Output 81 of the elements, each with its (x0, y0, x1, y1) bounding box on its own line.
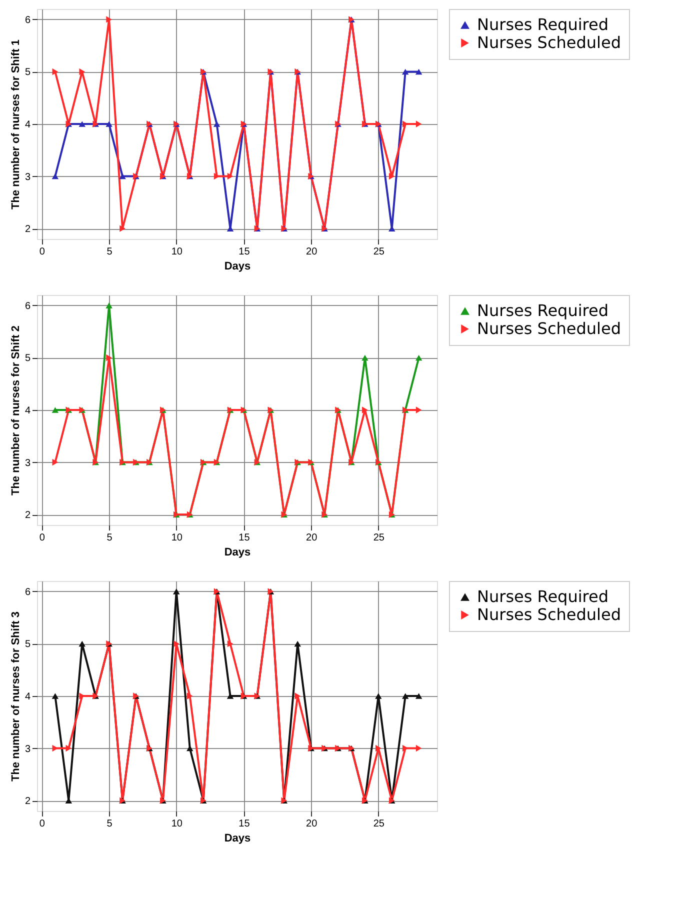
x-tick-label: 10 (171, 532, 183, 544)
legend-label: Nurses Scheduled (477, 319, 621, 338)
x-tick-label: 0 (39, 246, 46, 258)
point (416, 406, 422, 414)
x-tick-label: 10 (171, 246, 183, 258)
point (294, 640, 301, 647)
y-tick-label: 2 (24, 510, 31, 522)
point (106, 121, 112, 127)
point (120, 225, 126, 232)
y-tick-label: 4 (24, 406, 31, 416)
point (52, 693, 59, 699)
y-tick-label: 5 (24, 67, 31, 78)
point (52, 68, 58, 76)
x-tick-label: 20 (306, 818, 318, 830)
legend-label: Nurses Scheduled (477, 605, 621, 624)
x-tick-label: 20 (306, 532, 318, 544)
x-axis-title: Days (224, 260, 251, 272)
point (106, 302, 112, 308)
point (78, 640, 86, 647)
legend-label: Nurses Required (477, 301, 608, 320)
x-tick-label: 15 (238, 246, 250, 258)
point (402, 68, 409, 75)
y-tick-label: 4 (24, 692, 31, 702)
x-tick-label: 0 (39, 532, 46, 544)
point (415, 354, 422, 361)
legend-label: Nurses Required (477, 15, 608, 34)
x-tick-label: 5 (106, 818, 113, 830)
point (388, 172, 395, 180)
y-tick-label: 3 (24, 744, 31, 755)
y-tick-label: 6 (24, 14, 31, 26)
point (106, 354, 112, 362)
legend-label: Nurses Scheduled (477, 33, 621, 52)
y-tick-label: 2 (24, 796, 31, 808)
point (227, 640, 234, 648)
point (402, 693, 409, 699)
point (227, 172, 234, 180)
point (66, 744, 72, 752)
point (362, 354, 368, 361)
point (294, 692, 301, 700)
y-axis-title: The number of nurses for Shift 2 (10, 326, 22, 496)
y-tick-label: 5 (24, 353, 31, 364)
y-tick-label: 3 (24, 172, 31, 183)
y-tick-label: 6 (24, 586, 31, 598)
y-tick-label: 6 (24, 300, 31, 312)
point (52, 458, 58, 466)
x-tick-label: 10 (171, 818, 183, 830)
x-tick-label: 0 (39, 818, 46, 830)
x-tick-label: 15 (238, 532, 250, 544)
y-tick-label: 3 (24, 458, 31, 469)
point (78, 121, 86, 127)
x-tick-label: 5 (106, 246, 113, 258)
y-axis-title: The number of nurses for Shift 1 (10, 40, 22, 210)
point (119, 173, 126, 180)
point (173, 640, 180, 648)
point (52, 173, 59, 180)
x-tick-label: 25 (373, 532, 385, 544)
x-axis-title: Days (224, 832, 251, 844)
x-tick-label: 5 (106, 532, 113, 544)
point (52, 407, 59, 413)
point (415, 68, 422, 75)
legend-label: Nurses Required (477, 587, 608, 606)
x-axis-title: Days (224, 546, 251, 558)
x-tick-label: 20 (306, 246, 318, 258)
point (106, 16, 112, 23)
x-tick-label: 25 (373, 818, 385, 830)
point (376, 744, 382, 752)
point (213, 121, 220, 127)
point (415, 693, 422, 699)
point (362, 406, 368, 414)
y-tick-label: 5 (24, 639, 31, 650)
point (186, 692, 193, 700)
y-axis-title: The number of nurses for Shift 3 (10, 612, 22, 782)
x-tick-label: 25 (373, 246, 385, 258)
point (173, 588, 180, 594)
point (416, 744, 422, 752)
point (375, 693, 382, 699)
x-tick-label: 15 (238, 818, 250, 830)
y-tick-label: 2 (24, 224, 31, 236)
y-tick-label: 4 (24, 120, 31, 130)
point (79, 68, 86, 76)
point (416, 120, 422, 128)
